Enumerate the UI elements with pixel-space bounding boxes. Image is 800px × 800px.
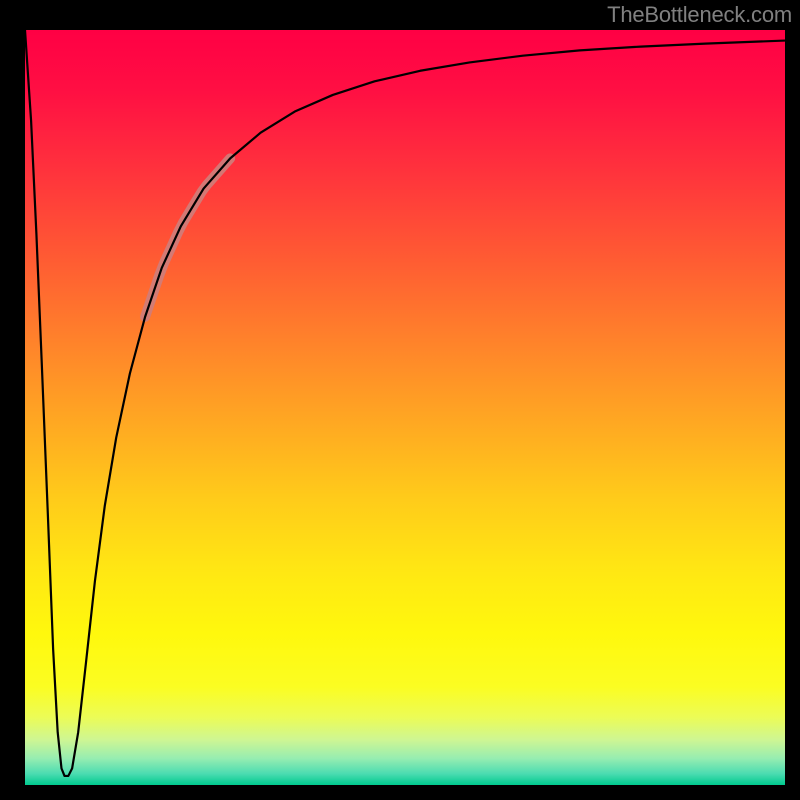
chart-plot-area	[25, 30, 785, 785]
chart-svg	[25, 30, 785, 785]
gradient-background	[25, 30, 785, 785]
watermark-text: TheBottleneck.com	[607, 2, 792, 28]
